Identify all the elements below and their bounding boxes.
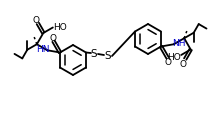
Text: S: S — [91, 49, 97, 59]
Text: O: O — [32, 16, 39, 25]
Text: S: S — [105, 51, 111, 61]
Text: HN: HN — [37, 44, 50, 53]
Text: NH: NH — [172, 38, 185, 47]
Text: O: O — [49, 33, 56, 42]
Text: HO: HO — [167, 52, 181, 61]
Text: HO: HO — [53, 23, 67, 32]
Text: O: O — [180, 59, 187, 68]
Text: O: O — [165, 58, 172, 67]
